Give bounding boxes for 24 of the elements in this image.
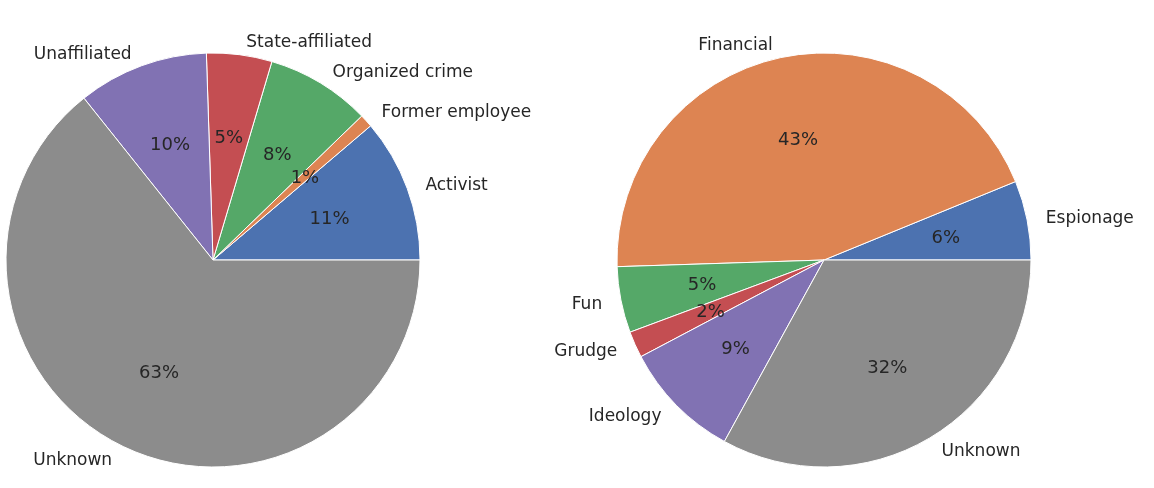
slice-label: Organized crime: [332, 61, 473, 82]
slice-label: Unaffiliated: [33, 42, 132, 63]
slice-label: Activist: [425, 173, 489, 194]
data-label: 32%: [867, 356, 908, 378]
slice-label: Former employee: [381, 101, 532, 122]
slice-label: Fun: [571, 292, 603, 313]
slice-label: Ideology: [588, 405, 662, 425]
data-label: 43%: [778, 128, 819, 150]
data-label: 5%: [687, 273, 717, 295]
data-label: 6%: [931, 225, 961, 247]
data-label: 9%: [721, 336, 750, 358]
data-label: 8%: [263, 143, 292, 165]
slice-label: Grudge: [554, 340, 618, 361]
data-label: 10%: [150, 132, 191, 154]
data-label: 11%: [309, 206, 350, 228]
slice-label: Espionage: [1045, 207, 1134, 228]
slice-label: Unknown: [33, 449, 113, 470]
data-label: 63%: [139, 361, 180, 383]
data-label: 5%: [214, 126, 244, 148]
data-label: 1%: [290, 166, 320, 187]
slice-label: State-affiliated: [246, 30, 373, 51]
slice-label: Financial: [698, 33, 773, 54]
data-label: 2%: [696, 300, 725, 322]
slice-label: Unknown: [941, 440, 1021, 461]
